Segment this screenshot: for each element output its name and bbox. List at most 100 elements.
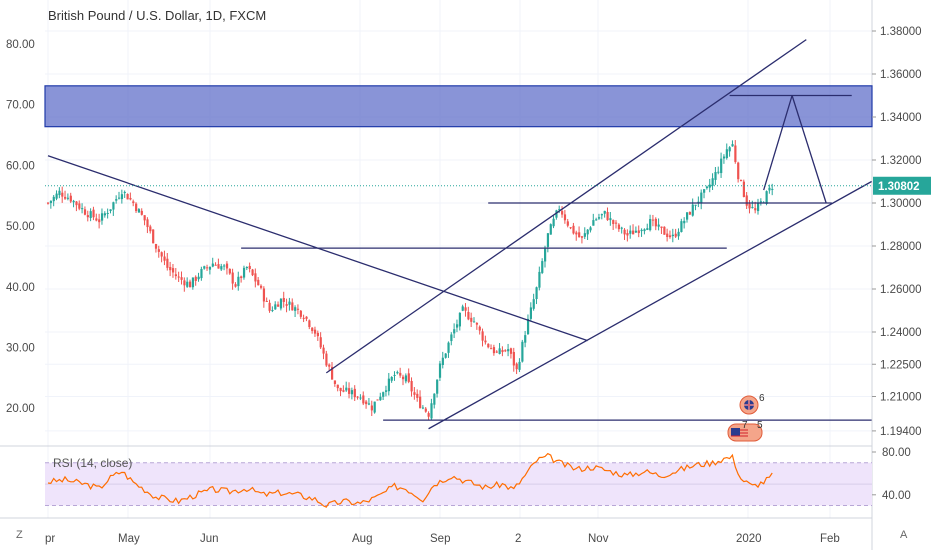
candle-body <box>481 331 484 341</box>
candle-body <box>668 235 672 238</box>
candle-body <box>450 334 453 342</box>
candle-body <box>231 272 234 284</box>
candle-body <box>52 196 55 202</box>
candle-body <box>186 281 189 287</box>
resistance-zone[interactable] <box>44 85 873 128</box>
candle-body <box>541 261 544 273</box>
candle-body <box>370 405 373 411</box>
candle-body <box>742 181 745 197</box>
candles <box>47 140 774 420</box>
candle-body <box>552 218 555 227</box>
trendline <box>428 180 872 430</box>
time-axis-tick: Jun <box>200 533 219 545</box>
candle-body <box>413 392 416 395</box>
candle-body <box>55 193 58 199</box>
candle-body <box>302 317 305 319</box>
candle-body <box>223 265 226 267</box>
candle-body <box>237 276 240 287</box>
left-axis-tick: 40.00 <box>6 282 35 294</box>
auto-scale-button[interactable]: A <box>900 529 908 541</box>
candle-body <box>206 267 209 269</box>
last-price-line: 1.30802 <box>45 176 931 195</box>
candle-body <box>629 230 632 234</box>
candle-body <box>322 347 325 354</box>
candle-body <box>521 341 524 362</box>
candle-body <box>632 230 635 235</box>
candle-body <box>438 363 442 378</box>
trendline <box>763 95 793 191</box>
candle-body <box>623 229 626 235</box>
candle-body <box>478 326 481 331</box>
candle-body <box>626 233 629 236</box>
candle-body <box>421 407 425 409</box>
event-flag-us[interactable]: 7 5 <box>727 420 763 442</box>
candle-body <box>217 264 220 269</box>
candle-body <box>751 206 754 208</box>
candle-body <box>524 335 527 343</box>
candle-body <box>350 390 354 395</box>
event-flag-uk[interactable]: 6 <box>739 393 765 415</box>
candle-body <box>86 215 89 218</box>
candle-body <box>404 375 408 382</box>
zoom-toggle-button[interactable]: Z <box>16 529 23 541</box>
candle-body <box>492 347 496 354</box>
candle-body <box>651 219 655 221</box>
candle-body <box>436 379 439 394</box>
candle-body <box>149 226 152 232</box>
candle-body <box>495 351 498 353</box>
candle-body <box>98 219 101 223</box>
candle-body <box>526 318 530 335</box>
candle-body <box>353 388 356 398</box>
candle-body <box>447 342 450 353</box>
right-axis-tick: 1.38000 <box>880 26 922 38</box>
candle-body <box>115 199 118 201</box>
rsi-axis-tick: 40.00 <box>882 490 911 502</box>
candle-body <box>427 413 430 417</box>
candle-body <box>561 211 564 215</box>
candle-body <box>166 258 169 268</box>
candle-body <box>399 372 402 376</box>
candle-body <box>362 395 365 404</box>
candle-body <box>580 236 584 238</box>
candle-body <box>666 233 669 238</box>
candle-body <box>674 233 677 237</box>
candle-body <box>728 147 731 152</box>
time-axis-tick: 2020 <box>736 533 762 545</box>
candle-body <box>311 327 314 332</box>
candle-body <box>262 288 266 302</box>
candle-body <box>640 229 643 232</box>
candle-body <box>135 203 138 212</box>
candle-body <box>677 231 680 237</box>
candle-body <box>754 208 757 211</box>
candle-body <box>691 204 694 216</box>
candle-body <box>316 332 319 337</box>
candle-body <box>464 307 467 311</box>
candle-body <box>467 311 470 320</box>
candle-body <box>282 297 285 302</box>
candle-body <box>757 203 760 212</box>
trendlines[interactable] <box>47 39 872 430</box>
candle-body <box>333 380 337 384</box>
time-axis-tick: May <box>118 533 140 545</box>
event-count-top: 6 <box>759 393 765 404</box>
candle-body <box>419 396 422 408</box>
candle-body <box>83 209 87 215</box>
candle-body <box>592 220 595 226</box>
candle-body <box>637 230 640 234</box>
candle-body <box>384 390 388 392</box>
left-axis-tick: 70.00 <box>6 100 35 112</box>
candle-body <box>203 266 206 269</box>
candle-body <box>600 214 603 216</box>
candle-body <box>572 225 575 234</box>
candle-body <box>214 264 217 266</box>
candle-body <box>296 308 300 310</box>
candle-body <box>61 192 64 197</box>
candle-body <box>336 384 339 389</box>
event-count-b: 5 <box>757 420 763 431</box>
left-axis-tick: 80.00 <box>6 39 35 51</box>
left-axis-tick: 60.00 <box>6 160 35 172</box>
candle-body <box>183 280 186 286</box>
candle-body <box>416 393 419 398</box>
candle-body <box>739 180 743 182</box>
